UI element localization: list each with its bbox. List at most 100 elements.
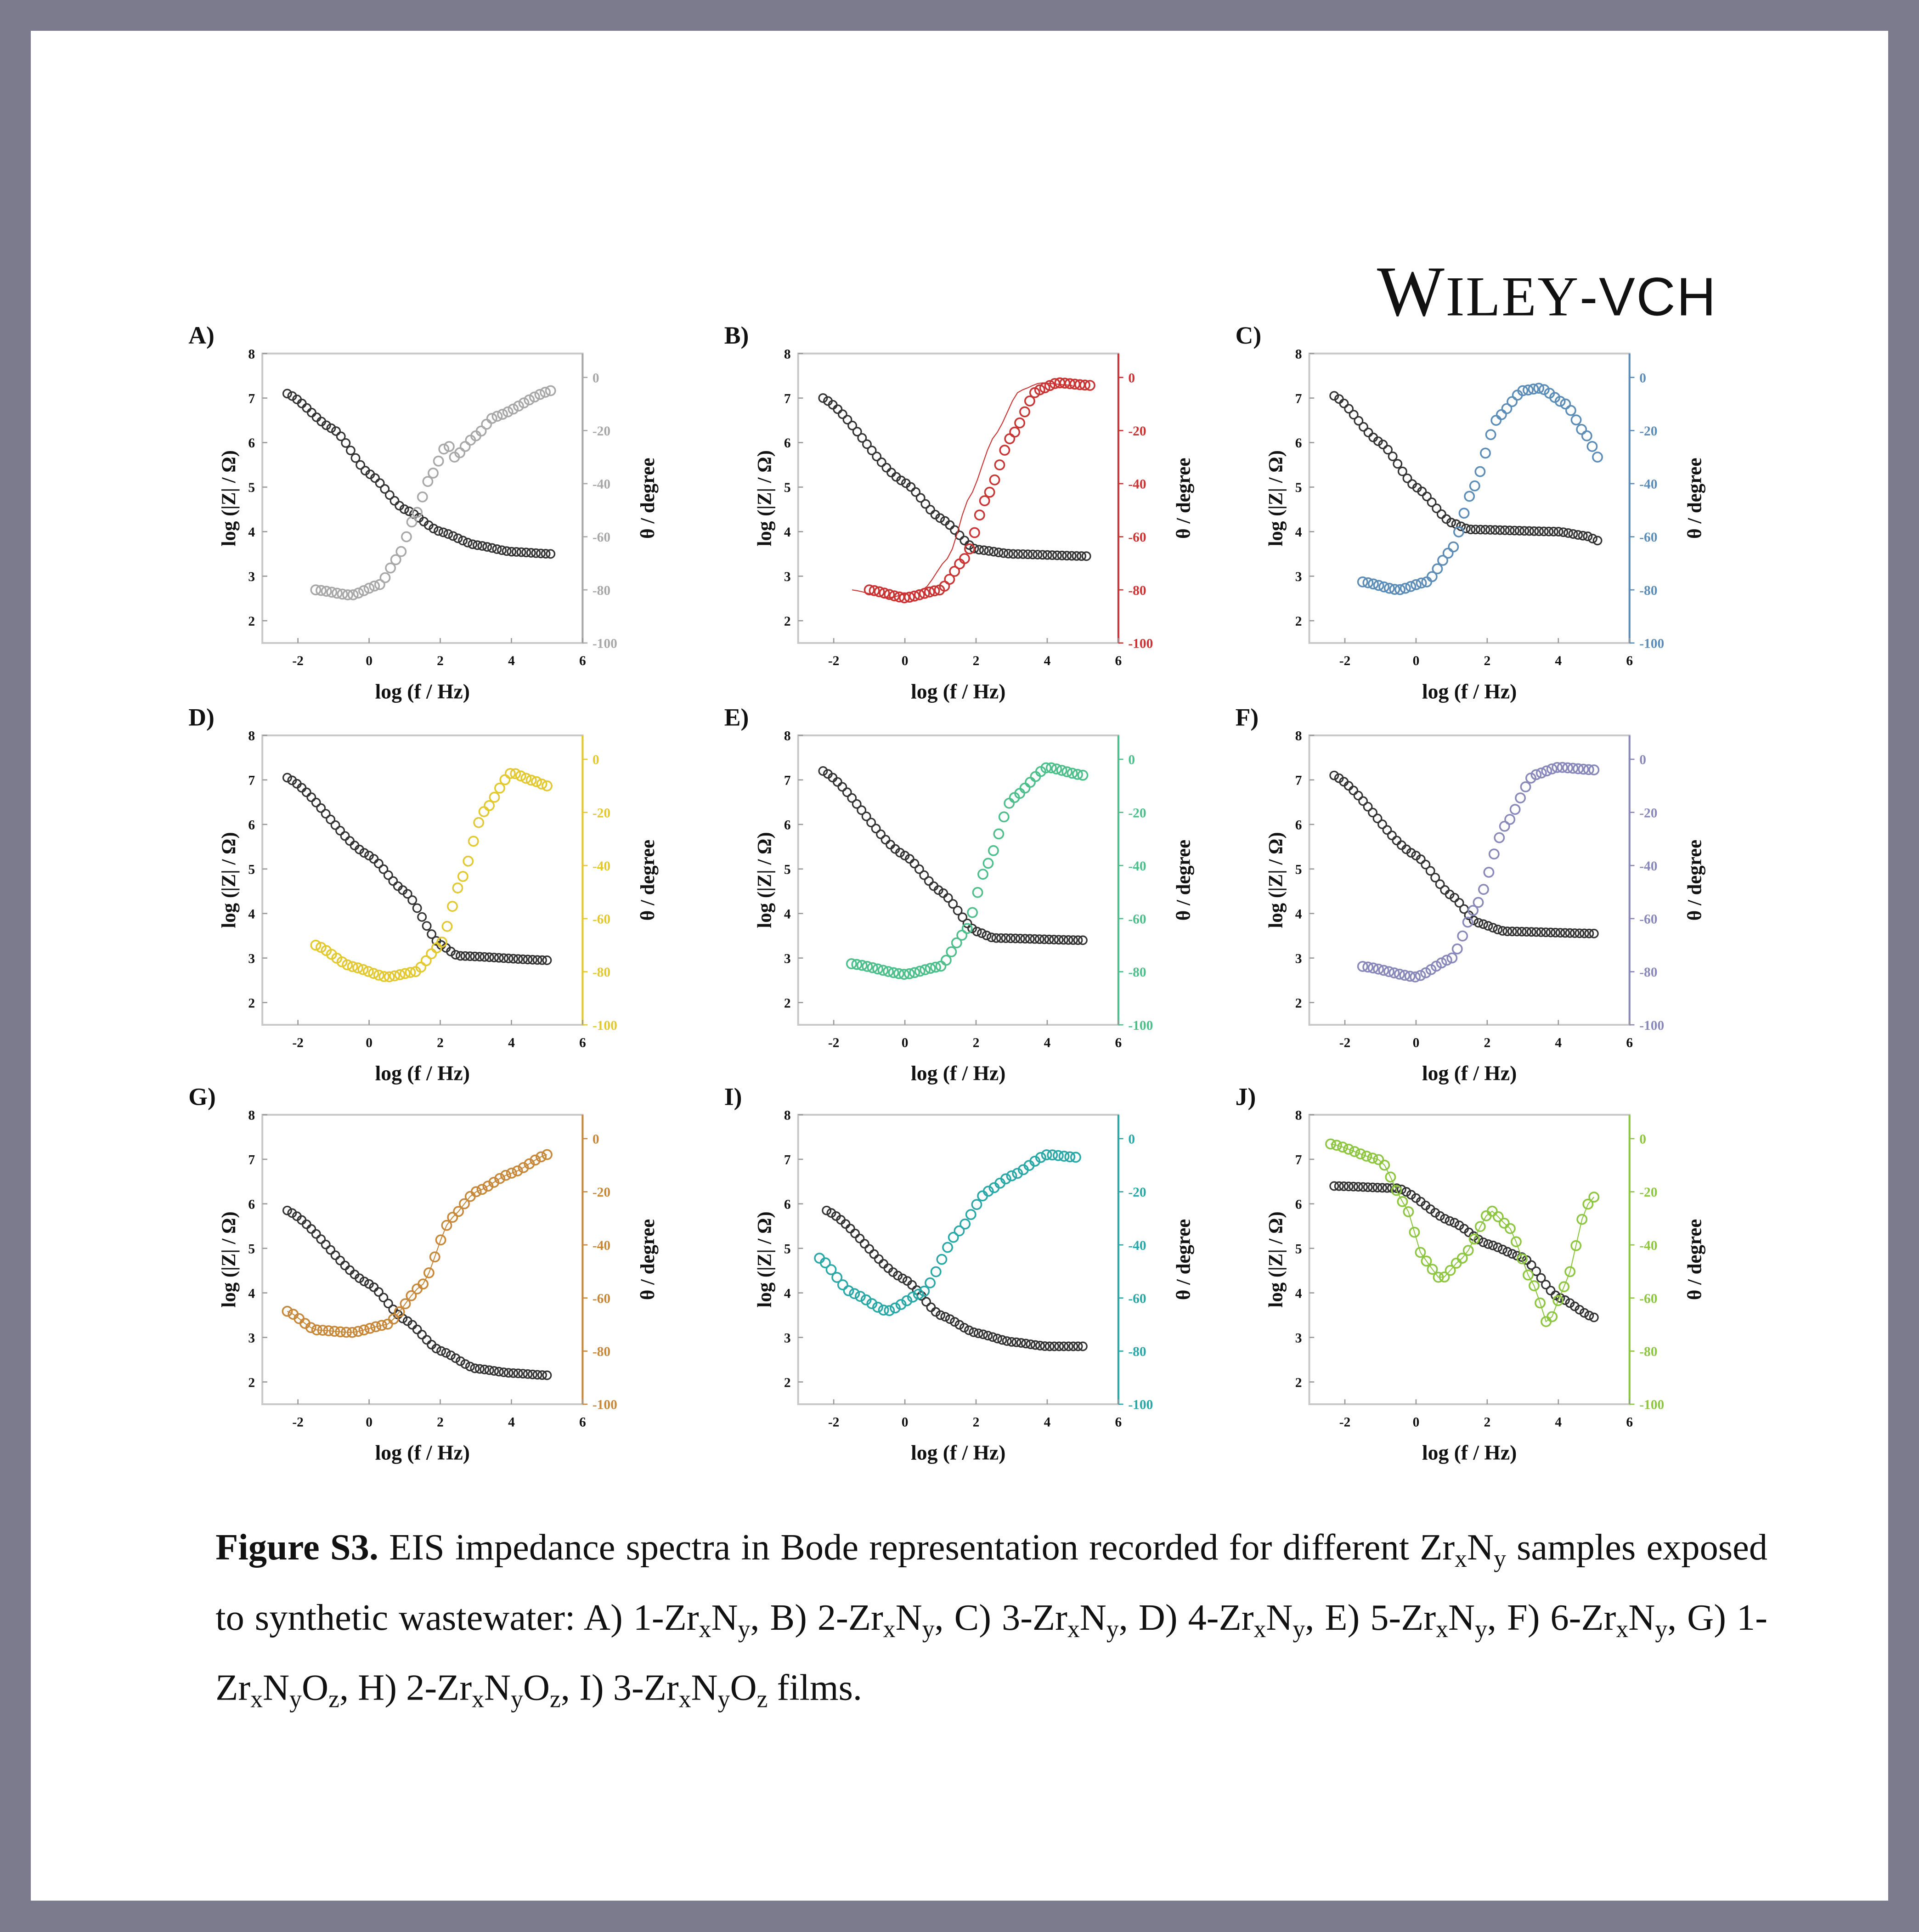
phase-point <box>506 1168 517 1179</box>
phase-point <box>1389 584 1400 595</box>
impedance-point <box>542 1370 552 1380</box>
phase-point <box>846 958 857 970</box>
impedance-point <box>964 1325 974 1335</box>
y2-tick-label: -40 <box>1639 477 1657 492</box>
phase-point <box>890 1302 901 1314</box>
phase-point <box>898 969 910 980</box>
caption-text: y <box>1293 1616 1305 1644</box>
impedance-point <box>1377 1183 1387 1193</box>
phase-point <box>385 562 396 574</box>
y2-tick-label: -80 <box>1639 1344 1657 1359</box>
impedance-point <box>301 787 311 797</box>
impedance-point <box>434 526 443 536</box>
phase-point <box>390 554 401 565</box>
phase-point <box>1583 764 1594 775</box>
y-tick-label: 7 <box>1295 1153 1302 1168</box>
impedance-point <box>1522 926 1532 937</box>
phase-point <box>468 836 479 847</box>
x-tick-label: -2 <box>828 1415 840 1429</box>
impedance-point <box>350 453 361 463</box>
impedance-point <box>1524 526 1534 536</box>
phase-point <box>1373 1154 1384 1165</box>
y2-tick-label: 0 <box>593 371 599 385</box>
phase-point <box>1052 1150 1064 1161</box>
impedance-point <box>1546 1286 1556 1296</box>
impedance-point <box>282 1205 292 1215</box>
impedance-point <box>979 545 989 555</box>
impedance-point <box>1583 531 1593 542</box>
caption-text: N <box>711 1598 738 1638</box>
phase-point <box>961 923 973 934</box>
phase-point <box>1079 379 1090 391</box>
phase-point <box>476 1184 488 1195</box>
phase-point <box>364 1322 376 1334</box>
y2-tick-label: -100 <box>1639 1398 1664 1412</box>
phase-point <box>862 961 873 972</box>
x-tick-label: -2 <box>1339 1035 1351 1050</box>
impedance-point <box>1015 933 1025 943</box>
phase-point <box>998 811 1010 823</box>
phase-point <box>1378 581 1390 593</box>
impedance-point <box>1584 1311 1594 1321</box>
y2-tick-label: 0 <box>1639 753 1646 768</box>
impedance-point <box>855 1233 865 1243</box>
y2-tick-label: 0 <box>1128 1132 1135 1147</box>
y2-tick-label: -60 <box>1639 912 1657 927</box>
impedance-point <box>302 403 312 413</box>
impedance-point <box>460 951 470 961</box>
phase-point <box>1546 1311 1558 1322</box>
impedance-point <box>1555 928 1565 938</box>
impedance-point <box>465 951 475 961</box>
phase-point <box>1570 1240 1582 1251</box>
x-axis-title: log (f / Hz) <box>1422 1441 1517 1464</box>
impedance-point <box>1526 1260 1536 1270</box>
phase-point <box>1462 1245 1474 1256</box>
phase-point <box>441 921 453 932</box>
phase-point <box>352 1326 364 1337</box>
panel-label: B) <box>724 322 749 349</box>
phase-point <box>389 970 400 982</box>
phase-point <box>883 966 894 977</box>
impedance-point <box>977 928 987 938</box>
phase-point <box>895 1299 907 1310</box>
impedance-point <box>1344 404 1354 414</box>
phase-point <box>878 1305 889 1316</box>
y-tick-label: 8 <box>784 729 791 744</box>
impedance-point <box>451 1353 461 1363</box>
phase-point <box>436 937 447 948</box>
y-tick-label: 7 <box>1295 391 1302 406</box>
y2-tick-label: -20 <box>1639 424 1657 439</box>
x-axis-title: log (f / Hz) <box>911 1062 1005 1085</box>
phase-point <box>1496 409 1507 420</box>
phase-point <box>1564 1266 1576 1277</box>
caption-text: z <box>549 1686 561 1714</box>
impedance-point <box>1052 550 1062 560</box>
y2-tick-label: -40 <box>593 1238 610 1253</box>
impedance-point <box>1493 925 1503 934</box>
phase-point <box>1546 763 1558 774</box>
impedance-point <box>1495 525 1505 535</box>
phase-point <box>422 476 434 487</box>
phase-point <box>1379 1159 1390 1171</box>
impedance-point <box>1049 1341 1059 1351</box>
impedance-point <box>417 1330 427 1339</box>
impedance-point <box>864 1244 875 1254</box>
phase-point <box>864 584 875 596</box>
y-tick-label: 4 <box>248 525 255 540</box>
phase-point <box>1394 968 1405 980</box>
y2-tick-label: -100 <box>593 637 617 651</box>
phase-point <box>1592 452 1603 463</box>
impedance-point <box>389 496 400 506</box>
phase-point <box>893 968 904 979</box>
impedance-point <box>832 777 842 787</box>
impedance-point <box>489 1366 499 1376</box>
phase-point <box>1349 1146 1360 1157</box>
y-axis-title: log (|Z| / Ω) <box>1265 450 1287 546</box>
phase-point <box>956 930 968 941</box>
impedance-point <box>921 1297 931 1307</box>
impedance-point <box>984 546 994 556</box>
impedance-point <box>871 824 881 834</box>
y2-tick-label: -80 <box>593 965 610 980</box>
impedance-point <box>373 1287 384 1297</box>
impedance-point <box>826 1208 836 1218</box>
